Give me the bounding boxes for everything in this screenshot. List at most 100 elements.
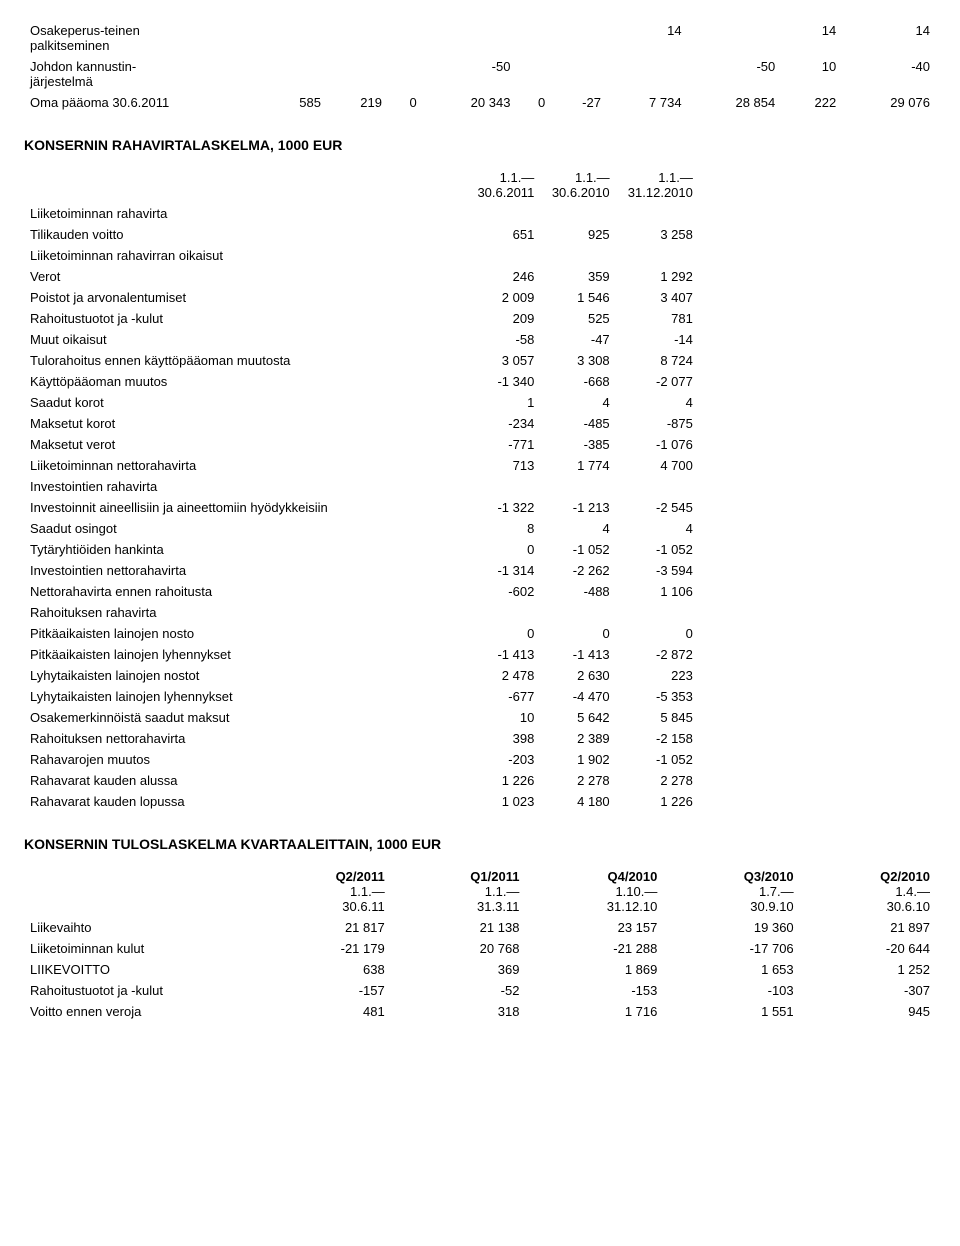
row-label: Pitkäaikaisten lainojen nosto <box>24 623 466 644</box>
cell: 10 <box>781 56 842 92</box>
cell <box>516 56 551 92</box>
cell: -20 644 <box>800 938 936 959</box>
cashflow-title: KONSERNIN RAHAVIRTALASKELMA, 1000 EUR <box>24 137 936 153</box>
row-label: Nettorahavirta ennen rahoitusta <box>24 581 466 602</box>
cell: 318 <box>391 1001 526 1022</box>
row-label: Oma pääoma 30.6.2011 <box>24 92 266 113</box>
row-label: Rahoituksen nettorahavirta <box>24 728 466 749</box>
cell <box>540 476 615 497</box>
cell: 5 845 <box>616 707 699 728</box>
cell: -2 077 <box>616 371 699 392</box>
cell: -40 <box>842 56 936 92</box>
row-label: Poistot ja arvonalentumiset <box>24 287 466 308</box>
cell: 2 630 <box>540 665 615 686</box>
table-row: Pitkäaikaisten lainojen nosto000 <box>24 623 699 644</box>
cell: -1 413 <box>466 644 540 665</box>
quarterly-title: KONSERNIN TULOSLASKELMA KVARTAALEITTAIN,… <box>24 836 936 852</box>
cell: -21 288 <box>525 938 663 959</box>
cell: 369 <box>391 959 526 980</box>
cell: 651 <box>466 224 540 245</box>
cell: 23 157 <box>525 917 663 938</box>
cell: -488 <box>540 581 615 602</box>
cell: 8 <box>466 518 540 539</box>
row-label: Lyhytaikaisten lainojen lyhennykset <box>24 686 466 707</box>
cell: -875 <box>616 413 699 434</box>
cell: -14 <box>616 329 699 350</box>
cell: -307 <box>800 980 936 1001</box>
cell: 0 <box>466 539 540 560</box>
row-label: Osakemerkinnöistä saadut maksut <box>24 707 466 728</box>
table-row: Investoinnit aineellisiin ja aineettomii… <box>24 497 699 518</box>
cell: -47 <box>540 329 615 350</box>
cell: -1 076 <box>616 434 699 455</box>
row-label: Liiketoiminnan kulut <box>24 938 256 959</box>
cell: 525 <box>540 308 615 329</box>
cell: 4 700 <box>616 455 699 476</box>
row-label: Osakeperus-teinenpalkitseminen <box>24 20 266 56</box>
table-row: Rahoituksen nettorahavirta3982 389-2 158 <box>24 728 699 749</box>
row-label: Lyhytaikaisten lainojen nostot <box>24 665 466 686</box>
cell: 4 <box>616 518 699 539</box>
table-row: Oma pääoma 30.6.2011585219020 3430-277 7… <box>24 92 936 113</box>
table-row: Liiketoiminnan kulut-21 17920 768-21 288… <box>24 938 936 959</box>
row-label: Rahavarat kauden alussa <box>24 770 466 791</box>
cell: -602 <box>466 581 540 602</box>
cell <box>551 56 607 92</box>
cell: 5 642 <box>540 707 615 728</box>
table-row: Liiketoiminnan nettorahavirta7131 7744 7… <box>24 455 699 476</box>
row-label: Investointien nettorahavirta <box>24 560 466 581</box>
cell: -2 262 <box>540 560 615 581</box>
cell: -1 052 <box>540 539 615 560</box>
cell: -2 545 <box>616 497 699 518</box>
cell: -17 706 <box>663 938 799 959</box>
cell <box>607 56 688 92</box>
table-row: Lyhytaikaisten lainojen lyhennykset-677-… <box>24 686 699 707</box>
cell: 4 <box>540 392 615 413</box>
cell: 1 869 <box>525 959 663 980</box>
table-row: Pitkäaikaisten lainojen lyhennykset-1 41… <box>24 644 699 665</box>
table-row: Rahavarat kauden lopussa1 0234 1801 226 <box>24 791 699 812</box>
table-row: Maksetut korot-234-485-875 <box>24 413 699 434</box>
table-row: Rahoitustuotot ja -kulut-157-52-153-103-… <box>24 980 936 1001</box>
cell: 925 <box>540 224 615 245</box>
cell: -4 470 <box>540 686 615 707</box>
column-header: Q1/20111.1.—31.3.11 <box>391 866 526 917</box>
cell <box>388 56 423 92</box>
row-label: Investointien rahavirta <box>24 476 466 497</box>
table-row: Nettorahavirta ennen rahoitusta-602-4881… <box>24 581 699 602</box>
cell: 0 <box>616 623 699 644</box>
cell: 1 226 <box>466 770 540 791</box>
cell: 14 <box>842 20 936 56</box>
cell: 481 <box>256 1001 391 1022</box>
cell: 1 653 <box>663 959 799 980</box>
table-row: Tilikauden voitto6519253 258 <box>24 224 699 245</box>
cell: -2 158 <box>616 728 699 749</box>
cell: 1 106 <box>616 581 699 602</box>
row-label: Pitkäaikaisten lainojen lyhennykset <box>24 644 466 665</box>
row-label: Voitto ennen veroja <box>24 1001 256 1022</box>
row-label: Verot <box>24 266 466 287</box>
column-header <box>24 167 466 203</box>
cell: -203 <box>466 749 540 770</box>
table-row: Liiketoiminnan rahavirran oikaisut <box>24 245 699 266</box>
cell: 2 009 <box>466 287 540 308</box>
row-label: Investoinnit aineellisiin ja aineettomii… <box>24 497 466 518</box>
cell <box>327 56 388 92</box>
cell: -385 <box>540 434 615 455</box>
table-row: Rahoitustuotot ja -kulut209525781 <box>24 308 699 329</box>
cell: 19 360 <box>663 917 799 938</box>
cell: -50 <box>423 56 517 92</box>
cell: -21 179 <box>256 938 391 959</box>
cell <box>423 20 517 56</box>
table-row: Maksetut verot-771-385-1 076 <box>24 434 699 455</box>
cell <box>616 245 699 266</box>
cell: 1 023 <box>466 791 540 812</box>
cell: 2 278 <box>540 770 615 791</box>
cell: 3 258 <box>616 224 699 245</box>
cell <box>688 20 782 56</box>
cell: 20 343 <box>423 92 517 113</box>
table-row: Muut oikaisut-58-47-14 <box>24 329 699 350</box>
cell <box>516 20 551 56</box>
cell: 29 076 <box>842 92 936 113</box>
cell: -1 340 <box>466 371 540 392</box>
